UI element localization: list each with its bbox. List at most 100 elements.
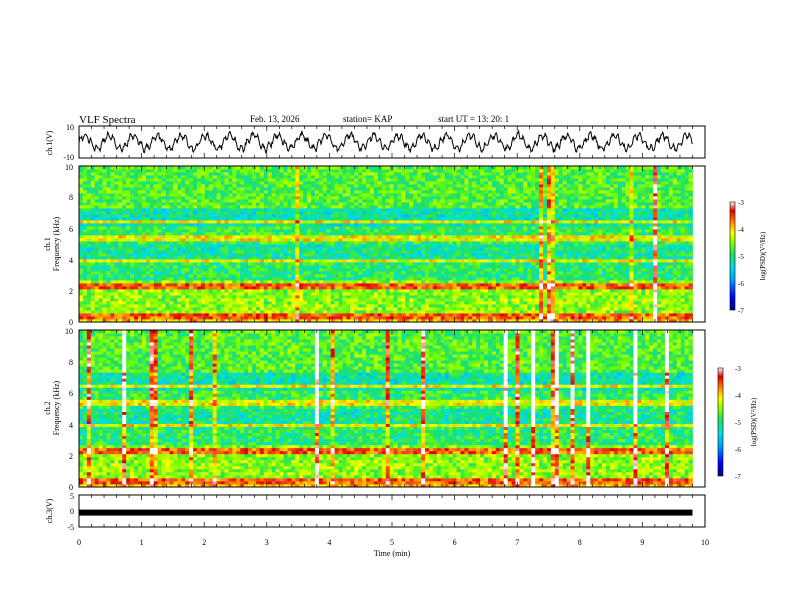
spectrogram-cell <box>275 259 280 263</box>
spectrogram-cell <box>377 295 383 299</box>
spectrogram-cell <box>366 310 371 314</box>
spectrogram-cell <box>417 226 422 230</box>
spectrogram-cell <box>314 298 320 302</box>
spectrogram-cell <box>252 262 257 266</box>
spectrogram-cell <box>429 301 434 305</box>
spectrogram-cell <box>228 262 233 266</box>
spectrogram-cell <box>358 304 363 308</box>
spectrogram-cell <box>362 313 367 317</box>
spectrogram-cell <box>130 253 135 257</box>
spectrogram-cell <box>370 292 375 296</box>
spectrogram-cell <box>444 274 450 278</box>
spectrogram-cell <box>409 265 414 269</box>
spectrogram-cell <box>224 232 229 236</box>
spectrogram-cell <box>244 229 249 233</box>
spectrogram-cell <box>137 310 143 314</box>
spectrogram-cell <box>98 196 103 200</box>
spectrogram-cell <box>79 232 84 236</box>
spectrogram-cell <box>196 175 202 179</box>
spectrogram-cell <box>161 310 166 314</box>
spectrogram-cell <box>252 301 257 305</box>
spectrogram-cell <box>98 205 103 209</box>
spectrogram-cell <box>236 205 241 209</box>
spectrogram-cell <box>307 265 312 269</box>
spectrogram-cell <box>413 181 418 185</box>
spectrogram-cell <box>409 301 414 305</box>
spectrogram-cell <box>393 181 398 185</box>
spectrogram-cell <box>196 223 202 227</box>
spectrogram-cell <box>145 277 151 281</box>
spectrogram-cell <box>118 289 123 293</box>
spectrogram-cell <box>413 199 418 203</box>
spectrogram-cell <box>377 184 383 188</box>
spectrogram-cell <box>291 280 296 284</box>
spectrogram-cell <box>330 169 336 173</box>
spectrogram-cell <box>216 184 221 188</box>
spectrogram-cell <box>193 274 198 278</box>
spectrogram-cell <box>366 319 371 323</box>
spectrogram-cell <box>255 271 261 275</box>
spectrogram-cell <box>208 301 214 305</box>
spectrogram-cell <box>255 304 261 308</box>
spectrogram-cell <box>86 226 92 230</box>
spectrogram-cell <box>236 181 241 185</box>
spectrogram-cell <box>252 226 257 230</box>
spectrogram-cell <box>94 298 100 302</box>
spectrogram-cell <box>106 220 111 224</box>
spectrogram-cell <box>271 214 277 218</box>
spectrogram-cell <box>271 211 277 215</box>
spectrogram-cell <box>189 211 194 215</box>
spectrogram-cell <box>185 178 190 182</box>
spectrogram-cell <box>346 265 351 269</box>
spectrogram-cell <box>397 241 402 245</box>
spectrogram-cell <box>326 238 332 242</box>
spectrogram-cell <box>181 253 186 257</box>
spectrogram-cell <box>342 310 347 314</box>
spectrogram-cell <box>82 181 88 185</box>
spectrogram-cell <box>244 190 249 194</box>
spectrogram-cell <box>145 256 151 260</box>
spectrogram-cell <box>181 271 186 275</box>
spectrogram-cell <box>248 208 253 212</box>
spectrogram-cell <box>397 235 402 239</box>
spectrogram-cell <box>185 253 190 257</box>
spectrogram-cell <box>381 187 387 191</box>
spectrogram-cell <box>114 301 119 305</box>
spectrogram-cell <box>102 175 107 179</box>
spectrogram-cell <box>311 196 316 200</box>
spectrogram-cell <box>240 274 245 278</box>
spectrogram-cell <box>330 319 336 323</box>
spectrogram-cell <box>259 319 265 323</box>
spectrogram-cell <box>90 286 96 290</box>
spectrogram-cell <box>181 184 186 188</box>
spectrogram-cell <box>200 259 206 263</box>
spectrogram-cell <box>330 223 336 227</box>
spectrogram-cell <box>212 199 218 203</box>
spectrogram-cell <box>311 301 316 305</box>
spectrogram-cell <box>389 172 394 176</box>
spectrogram-cell <box>240 202 245 206</box>
spectrogram-cell <box>149 286 155 290</box>
spectrogram-cell <box>79 319 84 323</box>
spectrogram-cell <box>440 217 446 221</box>
spectrogram-cell <box>318 319 324 323</box>
spectrogram-cell <box>185 238 190 242</box>
spectrogram-cell <box>94 169 100 173</box>
spectrogram-cell <box>122 214 127 218</box>
spectrogram-cell <box>244 277 249 281</box>
spectrogram-cell <box>86 259 92 263</box>
spectrogram-cell <box>200 196 206 200</box>
spectrogram-cell <box>122 232 127 236</box>
spectrogram-cell <box>236 217 241 221</box>
spectrogram-cell <box>334 187 339 191</box>
spectrogram-cell <box>149 298 155 302</box>
spectrogram-cell <box>275 175 280 179</box>
spectrogram-cell <box>94 223 100 227</box>
spectrogram-cell <box>236 184 241 188</box>
spectrogram-cell <box>224 274 229 278</box>
spectrogram-cell <box>440 232 446 236</box>
spectrogram-cell <box>373 262 379 266</box>
spectrogram-cell <box>275 256 280 260</box>
spectrogram-cell <box>82 235 88 239</box>
spectrogram-cell <box>287 214 292 218</box>
